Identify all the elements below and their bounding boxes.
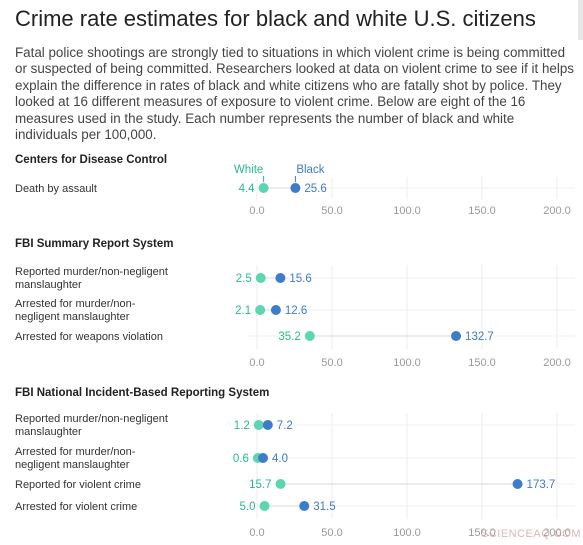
x-tick-label: 100.0 (393, 205, 421, 217)
black-value-label: 25.6 (304, 183, 326, 195)
x-tick-label: 0.0 (249, 357, 264, 369)
legend-white-label: White (234, 164, 263, 176)
black-value-label: 15.6 (289, 273, 311, 285)
x-tick-label: 50.0 (321, 357, 342, 369)
black-dot (290, 183, 301, 193)
row-label: manslaughter (15, 426, 82, 438)
data-row: Arrested for murder/non-negligent mansla… (15, 446, 575, 471)
data-row: Reported murder/non-negligentmanslaughte… (15, 413, 575, 438)
white-dot (258, 183, 269, 193)
panel-3: FBI National Incident-Based Reporting Sy… (15, 387, 575, 539)
black-value-label: 173.7 (527, 479, 556, 491)
legend-black-label: Black (296, 164, 324, 176)
row-label: Arrested for murder/non- (15, 298, 136, 310)
black-value-label: 7.2 (277, 420, 293, 432)
x-tick-label: 0.0 (249, 527, 264, 539)
black-value-label: 132.7 (465, 331, 494, 343)
data-row: Death by assault 4.4 25.6 (15, 183, 575, 195)
black-value-label: 31.5 (313, 501, 335, 513)
white-value-label: 35.2 (278, 331, 300, 343)
row-label: Reported for violent crime (15, 479, 141, 491)
row-label: manslaughter (15, 279, 82, 291)
white-value-label: 2.1 (235, 305, 251, 317)
x-tick-label: 100.0 (393, 527, 421, 539)
row-label: Reported murder/non-negligent (15, 413, 168, 425)
black-value-label: 12.6 (285, 305, 307, 317)
legend: White Black (234, 164, 325, 182)
white-value-label: 4.4 (239, 183, 256, 195)
chart-title: Crime rate estimates for black and white… (15, 6, 536, 31)
data-row: Arrested for violent crime 5.0 31.5 (15, 501, 575, 513)
panel-2: FBI Summary Report System 0.0 50.0 100.0 150… (15, 238, 575, 369)
white-value-label: 2.5 (236, 273, 252, 285)
x-tick-label: 150.0 (468, 357, 496, 369)
data-row: Arrested for murder/non-negligent mansla… (15, 298, 575, 323)
black-dot (258, 453, 268, 463)
row-label: Reported murder/non-negligent (15, 266, 168, 278)
black-dot (262, 420, 273, 430)
white-dot (275, 479, 286, 489)
black-dot (512, 479, 523, 489)
edge-divider (578, 0, 583, 40)
x-tick-label: 50.0 (321, 205, 342, 217)
row-label: Death by assault (15, 183, 97, 195)
white-dot (255, 305, 266, 315)
white-value-label: 1.2 (234, 420, 250, 432)
black-dot (270, 305, 281, 315)
panel-heading: FBI Summary Report System (15, 238, 174, 250)
x-tick-label: 0.0 (249, 205, 264, 217)
row-label: negligent manslaughter (15, 311, 130, 323)
data-row: Reported for violent crime 15.7 173.7 (15, 479, 575, 491)
panel-1: Centers for Disease Control 0.0 50.0 100.0 1… (15, 154, 575, 217)
panel-heading: FBI National Incident-Based Reporting Sy… (15, 387, 269, 399)
row-label: Arrested for murder/non- (15, 446, 136, 458)
x-tick-label: 200.0 (543, 205, 571, 217)
x-tick-label: 100.0 (393, 357, 421, 369)
x-tick-label: 200.0 (543, 357, 571, 369)
data-row: Reported murder/non-negligentmanslaughte… (15, 266, 575, 291)
row-label: negligent manslaughter (15, 459, 130, 471)
row-label: Arrested for violent crime (15, 501, 137, 513)
data-row: Arrested for weapons violation 35.2 132.7 (15, 331, 575, 343)
black-dot (275, 273, 286, 283)
black-dot (451, 331, 462, 341)
x-tick-label: 150.0 (468, 527, 496, 539)
white-value-label: 15.7 (249, 479, 271, 491)
watermark: SCIENCEAQ.COM (481, 528, 582, 540)
white-value-label: 5.0 (240, 501, 256, 513)
x-tick-label: 200.0 (543, 527, 571, 539)
black-value-label: 4.0 (272, 453, 288, 465)
chart-subtitle: Fatal police shootings are strongly tied… (15, 45, 574, 143)
white-dot (304, 331, 315, 341)
x-tick-label: 150.0 (468, 205, 496, 217)
row-label: Arrested for weapons violation (15, 331, 163, 343)
white-dot (259, 501, 270, 511)
white-dot (253, 420, 264, 430)
white-value-label: 0.6 (233, 453, 249, 465)
white-dot (255, 273, 266, 283)
panel-heading: Centers for Disease Control (15, 154, 167, 166)
x-tick-label: 50.0 (321, 527, 342, 539)
black-dot (299, 501, 310, 511)
